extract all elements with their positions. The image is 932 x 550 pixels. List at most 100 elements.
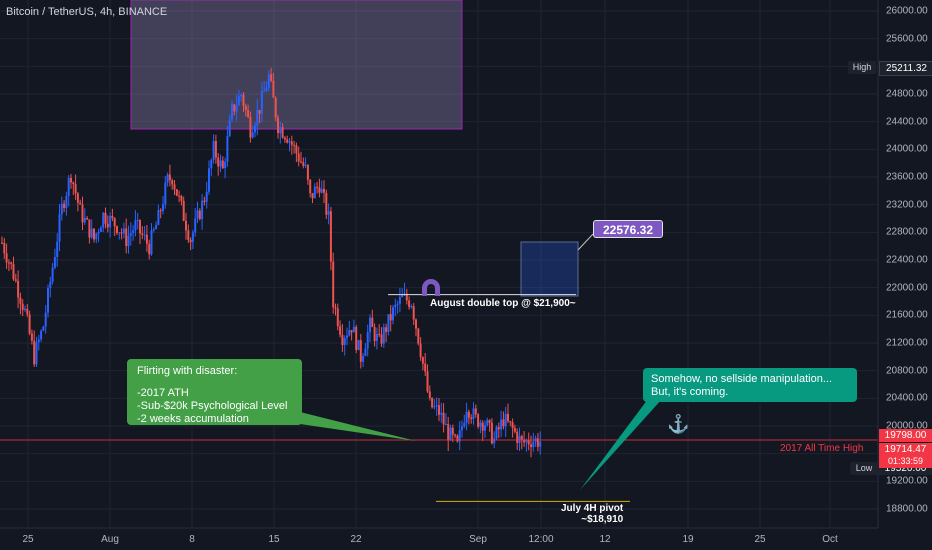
candle-body <box>447 424 450 441</box>
candle-body <box>488 420 491 423</box>
candle-body <box>336 308 339 327</box>
candle-body <box>472 408 475 420</box>
candle-body <box>65 195 68 209</box>
candle-body <box>125 228 128 247</box>
candle-body <box>93 228 95 240</box>
candle-body <box>518 436 521 443</box>
price-tick-label: 22400.00 <box>886 254 928 266</box>
price-tick-label: 18800.00 <box>886 503 928 515</box>
candle-body <box>387 314 390 332</box>
candle-body <box>217 157 220 167</box>
candle-body <box>355 326 358 350</box>
symbol-title: Bitcoin / TetherUS, 4h, BINANCE <box>6 6 168 18</box>
candle-body <box>532 441 535 448</box>
candle-body <box>81 204 84 223</box>
candle-body <box>164 182 167 205</box>
candle-body <box>375 334 378 342</box>
candle-body <box>341 334 344 346</box>
candle-body <box>283 137 286 140</box>
candle-body <box>426 371 429 392</box>
candle-body <box>279 127 282 134</box>
candle-body <box>136 220 139 222</box>
candle-body <box>51 267 54 282</box>
candle-body <box>12 264 15 280</box>
candle-body <box>325 192 328 215</box>
candle-body <box>187 230 190 240</box>
green-callout-tail <box>300 412 416 441</box>
candle-body <box>221 160 224 169</box>
candle-body <box>191 232 194 243</box>
candle-body <box>523 439 526 443</box>
price-tick-label: 20800.00 <box>886 365 928 377</box>
price-tick-label: 22000.00 <box>886 282 928 294</box>
candle-body <box>509 421 512 423</box>
candle-body <box>410 306 413 308</box>
price-tick-label: 26000.00 <box>886 5 928 17</box>
candle-body <box>408 300 411 307</box>
target-price-callout: 22576.32 <box>593 220 663 238</box>
candle-body <box>148 243 151 255</box>
candle-body <box>334 307 337 309</box>
candle-body <box>118 232 121 234</box>
candle-body <box>316 186 319 188</box>
candle-body <box>343 338 346 346</box>
candle-body <box>272 80 275 98</box>
candle-body <box>481 422 484 431</box>
candle-body <box>162 204 164 211</box>
candle-body <box>157 210 160 225</box>
candle-body <box>205 191 208 202</box>
candle-body <box>405 293 408 301</box>
price-tick-label: 22800.00 <box>886 226 928 238</box>
candle-body <box>433 406 436 408</box>
candle-body <box>290 141 293 145</box>
candle-body <box>300 161 302 163</box>
candle-body <box>366 332 369 349</box>
candle-body <box>458 430 461 442</box>
candle-body <box>474 408 477 415</box>
candle-body <box>497 427 500 430</box>
candle-body <box>134 220 137 231</box>
candle-body <box>415 319 417 329</box>
candle-body <box>56 241 59 257</box>
candle-body <box>311 193 314 199</box>
candle-body <box>346 335 348 339</box>
candle-body <box>224 161 227 169</box>
candle-body <box>249 117 252 138</box>
candle-body <box>392 307 394 321</box>
candle-body <box>470 417 473 420</box>
candle-body <box>302 162 305 166</box>
candle-body <box>297 153 300 162</box>
candle-body <box>357 340 360 350</box>
candle-body <box>58 214 61 242</box>
candle-body <box>320 188 323 193</box>
candle-body <box>318 187 321 193</box>
candle-body <box>139 220 141 234</box>
time-tick-label: 25 <box>754 534 766 545</box>
candle-body <box>143 234 146 236</box>
candle-body <box>350 330 353 333</box>
candle-body <box>182 200 185 221</box>
candle-body <box>438 405 440 415</box>
candle-body <box>490 422 493 444</box>
price-tick-label: 24000.00 <box>886 143 928 155</box>
high-tag-label: High <box>848 61 876 74</box>
price-tick-label: 23200.00 <box>886 199 928 211</box>
candle-body <box>309 179 312 194</box>
candle-body <box>72 182 75 185</box>
candle-body <box>244 106 247 111</box>
candle-body <box>178 195 181 197</box>
candle-body <box>286 139 289 143</box>
candle-body <box>201 200 204 220</box>
candle-body <box>371 317 374 328</box>
candle-body <box>536 438 539 447</box>
candle-body <box>63 203 66 209</box>
candle-body <box>67 177 70 196</box>
candle-body <box>352 326 355 333</box>
candle-body <box>267 74 270 88</box>
time-tick-label: 22 <box>350 534 362 545</box>
candle-body <box>247 110 250 118</box>
target-zone-box <box>520 241 579 297</box>
candle-body <box>28 314 31 334</box>
candle-body <box>76 193 79 203</box>
